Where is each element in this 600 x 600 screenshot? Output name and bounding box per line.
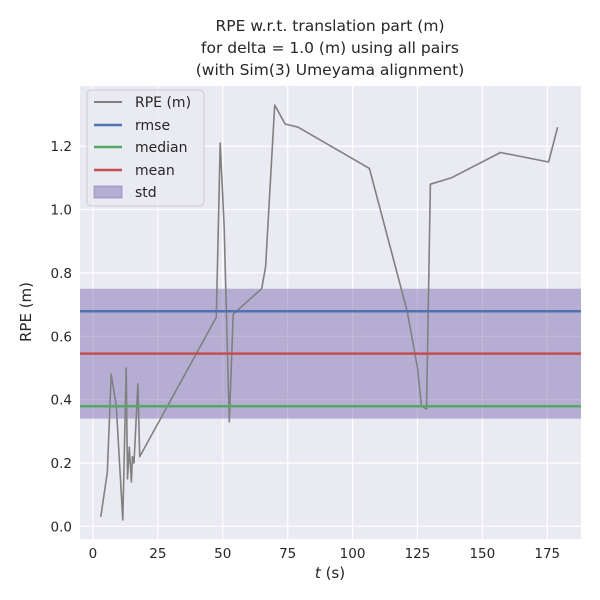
y-tick-label: 0.4 xyxy=(51,393,72,409)
x-tick-label: 25 xyxy=(149,546,166,562)
tick-labels: 0 25 50 75 100 125 150 175 0.0 0.2 0.4 0.6 0.8 1.0 1.2 xyxy=(51,139,561,562)
title-line-1: RPE w.r.t. translation part (m) xyxy=(215,17,444,35)
chart-title: RPE w.r.t. translation part (m) for delt… xyxy=(196,17,465,79)
legend-label-std: std xyxy=(135,185,157,201)
x-axis-label-var: t xyxy=(315,564,322,582)
y-tick-label: 0.8 xyxy=(51,266,72,282)
x-tick-label: 75 xyxy=(279,546,296,562)
title-line-3: (with Sim(3) Umeyama alignment) xyxy=(196,61,465,79)
series-layer xyxy=(100,104,559,521)
y-tick-label: 0.2 xyxy=(51,456,72,472)
stat-lines-layer xyxy=(80,309,581,408)
legend-label-median: median xyxy=(135,140,187,156)
legend-label-rmse: rmse xyxy=(135,118,170,134)
x-axis-label-unit: (s) xyxy=(321,564,345,582)
y-axis-label: RPE (m) xyxy=(17,282,35,342)
y-tick-label: 0.0 xyxy=(51,519,72,535)
legend-label-rpe: RPE (m) xyxy=(135,95,191,111)
title-line-2: for delta = 1.0 (m) using all pairs xyxy=(201,39,459,57)
x-tick-label: 125 xyxy=(405,546,431,562)
x-tick-label: 50 xyxy=(214,546,231,562)
x-axis-label: t (s) xyxy=(315,564,345,582)
legend-swatch-std xyxy=(93,185,123,199)
y-tick-label: 1.2 xyxy=(51,139,72,155)
x-tick-label: 0 xyxy=(89,546,98,562)
rpe-series-line xyxy=(100,104,559,521)
x-tick-label: 100 xyxy=(340,546,366,562)
x-tick-label: 150 xyxy=(469,546,495,562)
y-tick-label: 0.6 xyxy=(51,329,72,345)
y-tick-label: 1.0 xyxy=(51,203,72,219)
x-tick-label: 175 xyxy=(534,546,560,562)
legend-box xyxy=(86,89,205,207)
legend-label-mean: mean xyxy=(135,163,175,179)
legend: RPE (m) rmse median mean std xyxy=(86,89,205,207)
